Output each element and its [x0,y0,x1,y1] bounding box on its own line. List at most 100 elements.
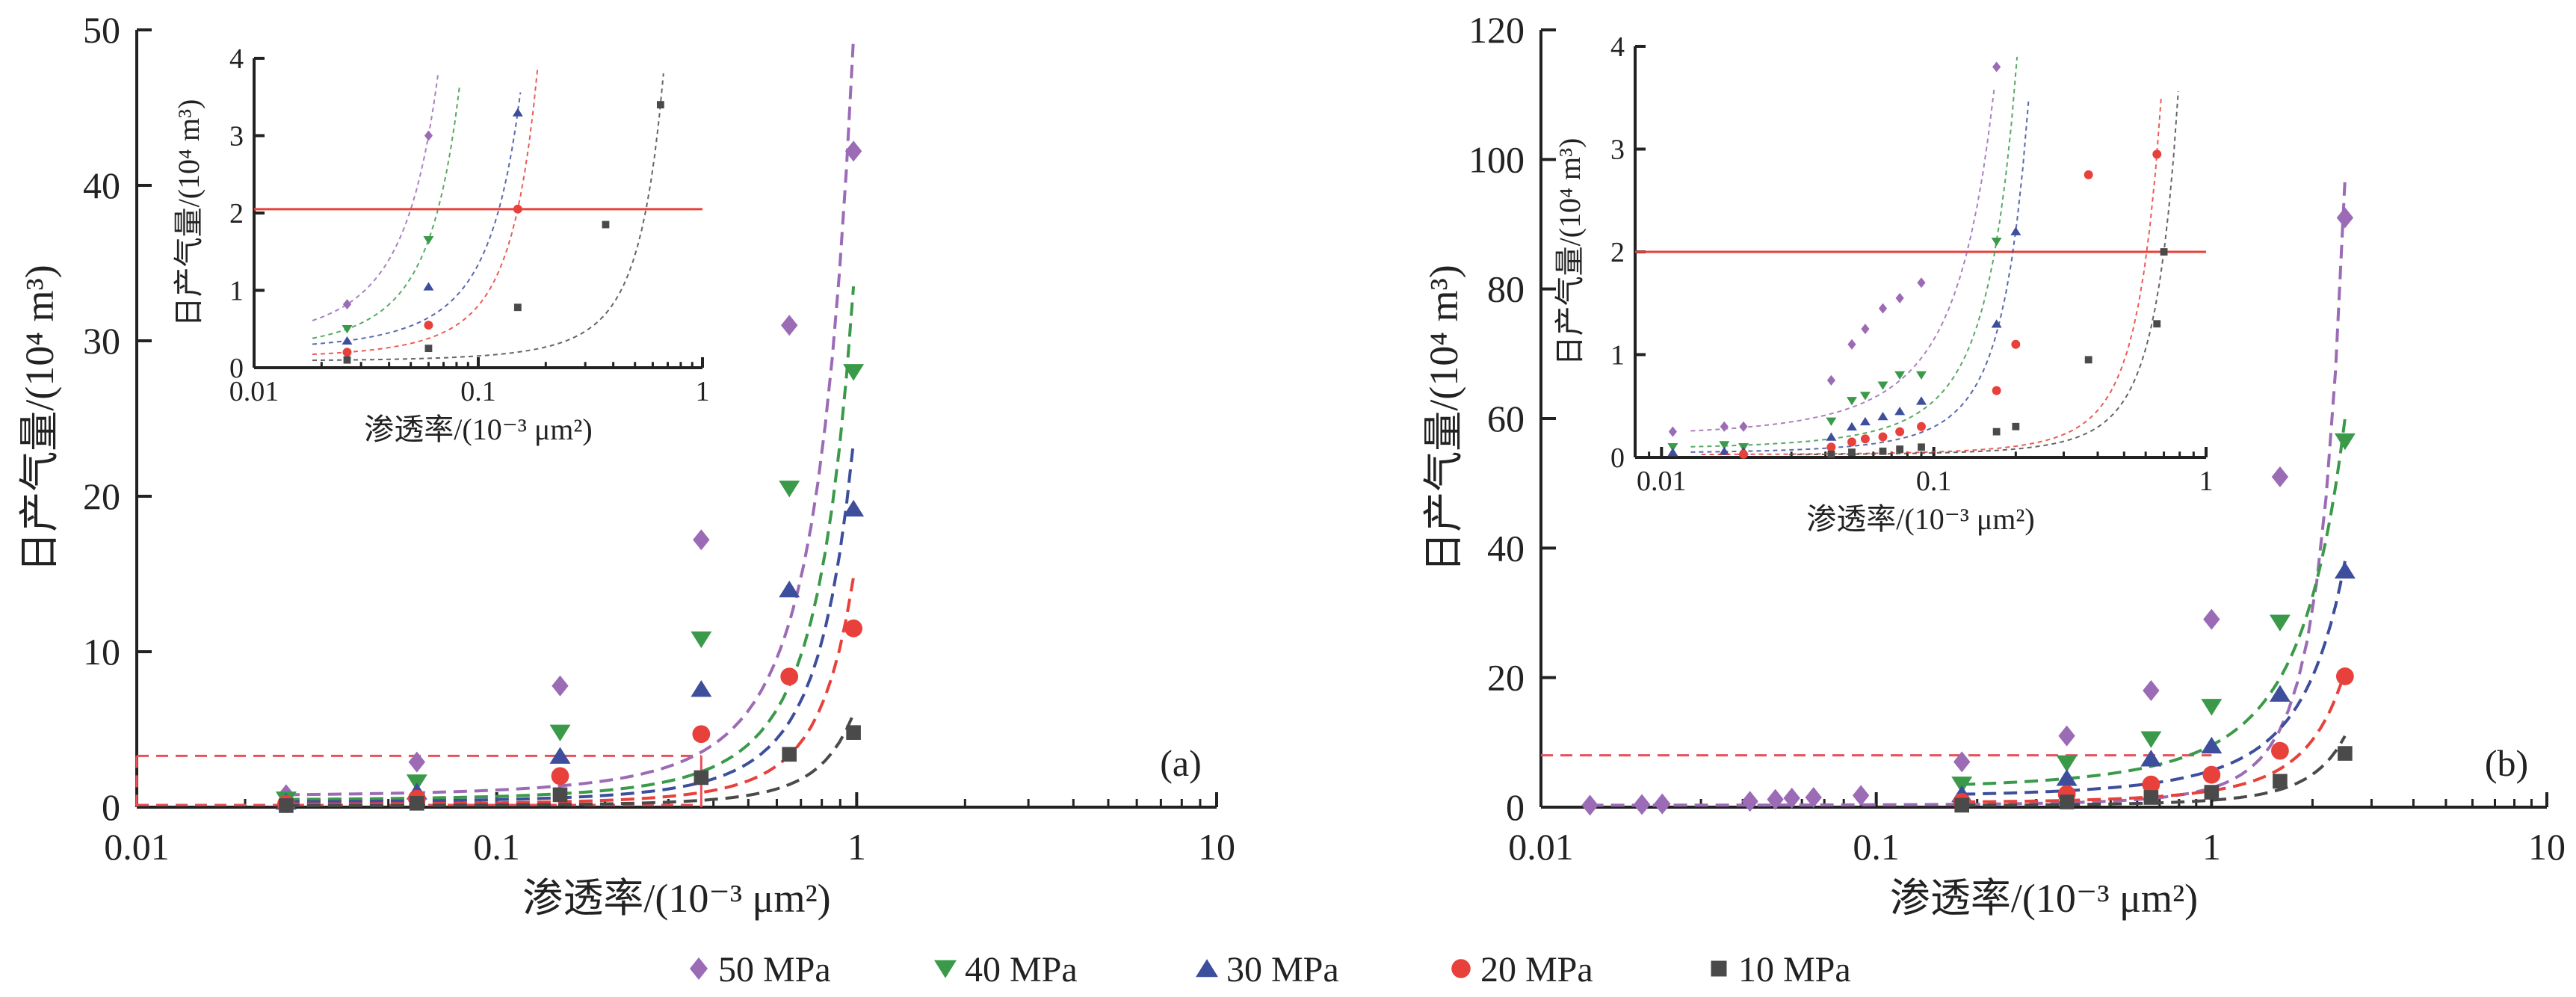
inset-data-point [1667,443,1678,452]
x-tick-label: 1 [2199,466,2214,497]
inset-data-point [1915,396,1927,405]
data-point [1954,797,1969,813]
inset-data-point [1894,407,1906,416]
inset-data-point [1719,441,1730,450]
y-tick-label: 10 [83,631,120,673]
inset-data-point [342,348,352,357]
y-axis-label: 日产气量/(10⁴ m³) [1421,265,1466,572]
y-tick-label: 0 [229,353,244,384]
y-tick-label: 20 [83,475,120,517]
inset-data-point [342,299,352,310]
inset-data-point [1720,421,1729,432]
inset-data-point [1894,371,1906,380]
inset-data-point [1826,417,1837,426]
data-point [549,747,571,764]
y-tick-label: 0 [102,786,120,828]
fit-curve-10-MPa [285,713,855,807]
inset-data-point [2011,339,2021,349]
data-point [1953,751,1971,773]
inset-data-point [1991,319,2002,328]
data-point [551,767,569,785]
y-tick-label: 40 [83,164,120,206]
data-point [1654,793,1671,815]
data-point [552,787,568,803]
y-tick-label: 4 [1610,31,1625,63]
data-point [2143,790,2159,805]
x-tick-label: 0.01 [1508,826,1574,868]
x-tick-label: 0.01 [229,376,279,407]
inset-data-point [342,325,353,334]
inset-data-point [1992,427,2001,436]
inset-data-point [1878,303,1888,314]
inset-data-point [1668,426,1677,437]
y-tick-label: 4 [229,43,244,75]
x-tick-label: 10 [1198,826,1235,868]
x-axis-label: 渗透率/(10⁻³ μm²) [522,876,830,921]
inset-data-point [1846,397,1857,406]
inset-data-point [2153,320,2161,328]
legend-marker [690,957,708,980]
data-point [2140,750,2162,767]
inset-data-point [1879,447,1887,455]
data-point [691,680,712,697]
data-point [2056,755,2078,772]
inset-data-point [1918,443,1925,451]
legend-label: 30 MPa [1226,950,1339,990]
legend-item: 20 MPa [1451,950,1593,990]
data-point [2203,608,2220,630]
legend-label: 40 MPa [965,950,1078,990]
panel-label: (b) [2485,742,2528,784]
inset-data-point [1861,324,1870,335]
inset-data-point [1915,371,1927,380]
x-tick-label: 0.01 [1637,466,1687,497]
inset-data-point [1991,238,2002,247]
inset-data-point [2084,170,2093,179]
legend-item: 50 MPa [690,950,831,990]
inset-data-point [1859,392,1871,401]
legend-marker [1451,959,1471,978]
data-point [549,724,571,742]
y-tick-label: 120 [1468,9,1525,51]
inset-data-point [602,220,610,229]
data-point [2269,685,2291,702]
x-tick-label: 0.1 [1853,826,1900,868]
data-point [2059,794,2075,809]
inset-data-point [1719,446,1730,455]
inset-data-point [1877,381,1888,390]
inset-fit-curve [1690,99,2030,453]
data-point [410,796,424,811]
inset-data-point [1847,437,1856,447]
inset-data-point [424,345,433,353]
data-point [2334,561,2356,579]
y-axis-label: 日产气量/(10⁴ m³) [1553,138,1587,366]
data-point [2201,736,2223,754]
fit-curve-20-MPa [285,576,856,806]
data-point [2334,433,2356,451]
data-point [2273,774,2288,789]
fit-curve-50-MPa [285,37,856,797]
data-point [693,529,710,551]
inset-data-point [513,303,522,312]
inset-fit-curve [312,84,461,339]
data-point [844,141,862,162]
data-point [2143,680,2160,701]
data-point [846,725,861,740]
y-tick-label: 100 [1468,138,1525,180]
legend-label: 20 MPa [1480,950,1593,990]
inset-chart: 0.01 0.1 1 0 1 2 3 4 渗透率/(10⁻³ μm²) 日产气量/(10⁴ m³) [1553,31,2214,536]
data-point [2335,667,2354,685]
fit-curve-30-MPa [285,441,856,803]
inset-fit-curve [312,73,664,362]
y-tick-label: 0 [1506,786,1525,828]
inset-data-point [1917,422,1926,431]
inset-data-point [1895,427,1905,436]
inset-data-point [2012,422,2020,430]
data-point [844,619,863,638]
legend-marker [1711,960,1727,977]
data-point [552,675,569,697]
x-tick-label: 0.1 [1916,466,1952,497]
x-tick-label: 1 [847,826,866,868]
inset-data-point [2010,226,2021,235]
x-axis-label: 渗透率/(10⁻³ μm²) [1806,502,2034,536]
